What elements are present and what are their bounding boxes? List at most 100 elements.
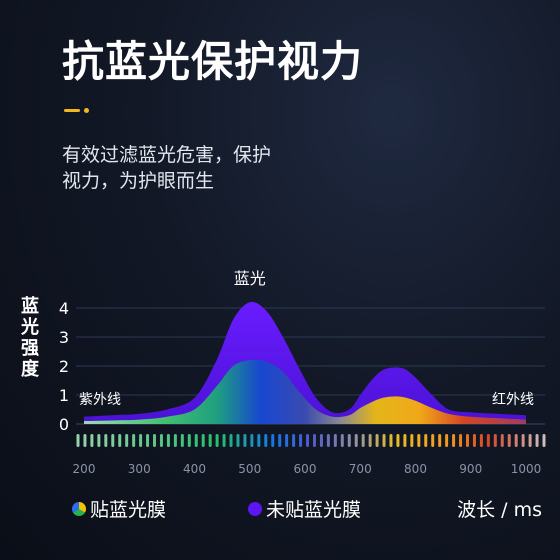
spectrum-bar — [90, 434, 94, 447]
x-tick-label-400: 400 — [183, 462, 206, 476]
description-line-2: 视力，为护眼而生 — [62, 170, 215, 192]
spectrum-bar — [347, 434, 351, 447]
spectrum-bar — [201, 434, 205, 447]
spectrum-bar — [173, 434, 177, 447]
legend-item-with-film: 贴蓝光膜 — [72, 495, 166, 522]
spectrum-bar — [180, 434, 184, 447]
legend-item-without-film: 未贴蓝光膜 — [248, 495, 361, 522]
spectrum-bar — [166, 434, 170, 447]
spectrum-bar — [319, 434, 323, 447]
spectrum-bar — [472, 434, 476, 447]
annotation-ultraviolet: 紫外线 — [79, 392, 121, 408]
spectrum-bar — [229, 434, 233, 447]
annotation-blue-light: 蓝光 — [234, 269, 266, 288]
spectrum-bar — [521, 434, 525, 447]
description-line-1: 有效过滤蓝光危害，保护 — [62, 144, 272, 166]
x-tick-label-200: 200 — [73, 462, 96, 476]
spectrum-bar — [285, 434, 289, 447]
x-tick-label-1000: 1000 — [511, 462, 542, 476]
spectrum-bar — [208, 434, 212, 447]
spectrum-bar — [83, 434, 87, 447]
chart-text-layer: 0 1 2 3 4 蓝光强度 200 300 400 500 600 700 800 900 1000 蓝光紫… — [20, 269, 541, 476]
accent-bar — [64, 109, 80, 112]
annotation-infrared: 红外线 — [492, 392, 534, 408]
spectrum-bar — [76, 434, 80, 447]
spectrum-bar — [306, 434, 310, 447]
spectrum-bar — [486, 434, 490, 447]
spectrum-bar — [312, 434, 316, 447]
spectrum-bar — [111, 434, 115, 447]
spectrum-bars — [76, 434, 546, 447]
spectrum-bar — [215, 434, 219, 447]
purple-dot-icon — [248, 501, 262, 516]
spectrum-bar — [424, 434, 428, 447]
page-title: 抗蓝光保护视力 — [62, 37, 364, 86]
spectrum-bar — [118, 434, 122, 447]
accent-dot — [84, 108, 89, 113]
spectrum-bar — [257, 434, 261, 447]
spectrum-bar — [396, 434, 400, 447]
spectrum-bar — [542, 434, 546, 447]
x-tick-label-900: 900 — [459, 462, 482, 476]
spectrum-bar — [514, 434, 518, 447]
spectrum-bar — [222, 434, 226, 447]
spectrum-bar — [340, 434, 344, 447]
y-tick-label-1: 1 — [59, 386, 69, 405]
x-tick-label-700: 700 — [349, 462, 372, 476]
spectrum-bar — [382, 434, 386, 447]
legend-label-with-film: 贴蓝光膜 — [90, 499, 167, 521]
spectrum-bar — [410, 434, 414, 447]
title-accent-decoration — [64, 105, 90, 115]
spectrum-bar — [187, 434, 191, 447]
spectrum-bar — [431, 434, 435, 447]
y-tick-label-4: 4 — [59, 299, 69, 318]
spectrum-bar — [153, 434, 157, 447]
spectrum-bar — [125, 434, 129, 447]
spectrum-bar — [535, 434, 539, 447]
spectrum-bar — [236, 434, 240, 447]
spectrum-bar — [507, 434, 511, 447]
spectrum-bar — [132, 434, 136, 447]
spectrum-bar — [292, 434, 296, 447]
spectrum-bar — [528, 434, 532, 447]
x-tick-label-500: 500 — [238, 462, 261, 476]
series-area-without-film — [84, 301, 526, 424]
description: 有效过滤蓝光危害，保护 视力，为护眼而生 — [62, 142, 271, 194]
spectrum-bar — [278, 434, 282, 447]
spectrum-bar — [465, 434, 469, 447]
spectrum-bar — [264, 434, 268, 447]
legend-label-without-film: 未贴蓝光膜 — [266, 499, 362, 521]
spectrum-bar — [97, 434, 101, 447]
spectrum-bar — [438, 434, 442, 447]
y-tick-label-0: 0 — [59, 415, 69, 434]
spectrum-bar — [250, 434, 254, 447]
spectrum-bar — [361, 434, 365, 447]
spectrum-bar — [299, 434, 303, 447]
spectrum-bar — [479, 434, 483, 447]
spectrum-bar — [146, 434, 150, 447]
spectrum-bar — [500, 434, 504, 447]
spectrum-bar — [194, 434, 198, 447]
x-tick-label-300: 300 — [128, 462, 151, 476]
spectrum-bar — [389, 434, 393, 447]
spectrum-bar — [417, 434, 421, 447]
spectrum-bar — [333, 434, 337, 447]
spectrum-bar — [354, 434, 358, 447]
multicolor-dot-icon — [72, 501, 86, 516]
spectrum-bar — [493, 434, 497, 447]
x-tick-label-600: 600 — [294, 462, 317, 476]
y-tick-label-3: 3 — [59, 328, 69, 347]
spectrum-bar — [104, 434, 108, 447]
spectrum-bar — [459, 434, 463, 447]
spectrum-bar — [403, 434, 407, 447]
spectrum-bar — [445, 434, 449, 447]
y-tick-label-2: 2 — [59, 357, 69, 376]
spectrum-bar — [139, 434, 143, 447]
spectrum-bar — [243, 434, 247, 447]
spectrum-bar — [326, 434, 330, 447]
area-layer — [84, 301, 526, 424]
spectrum-bar — [368, 434, 372, 447]
spectrum-bar — [271, 434, 275, 447]
spectrum-bar — [375, 434, 379, 447]
